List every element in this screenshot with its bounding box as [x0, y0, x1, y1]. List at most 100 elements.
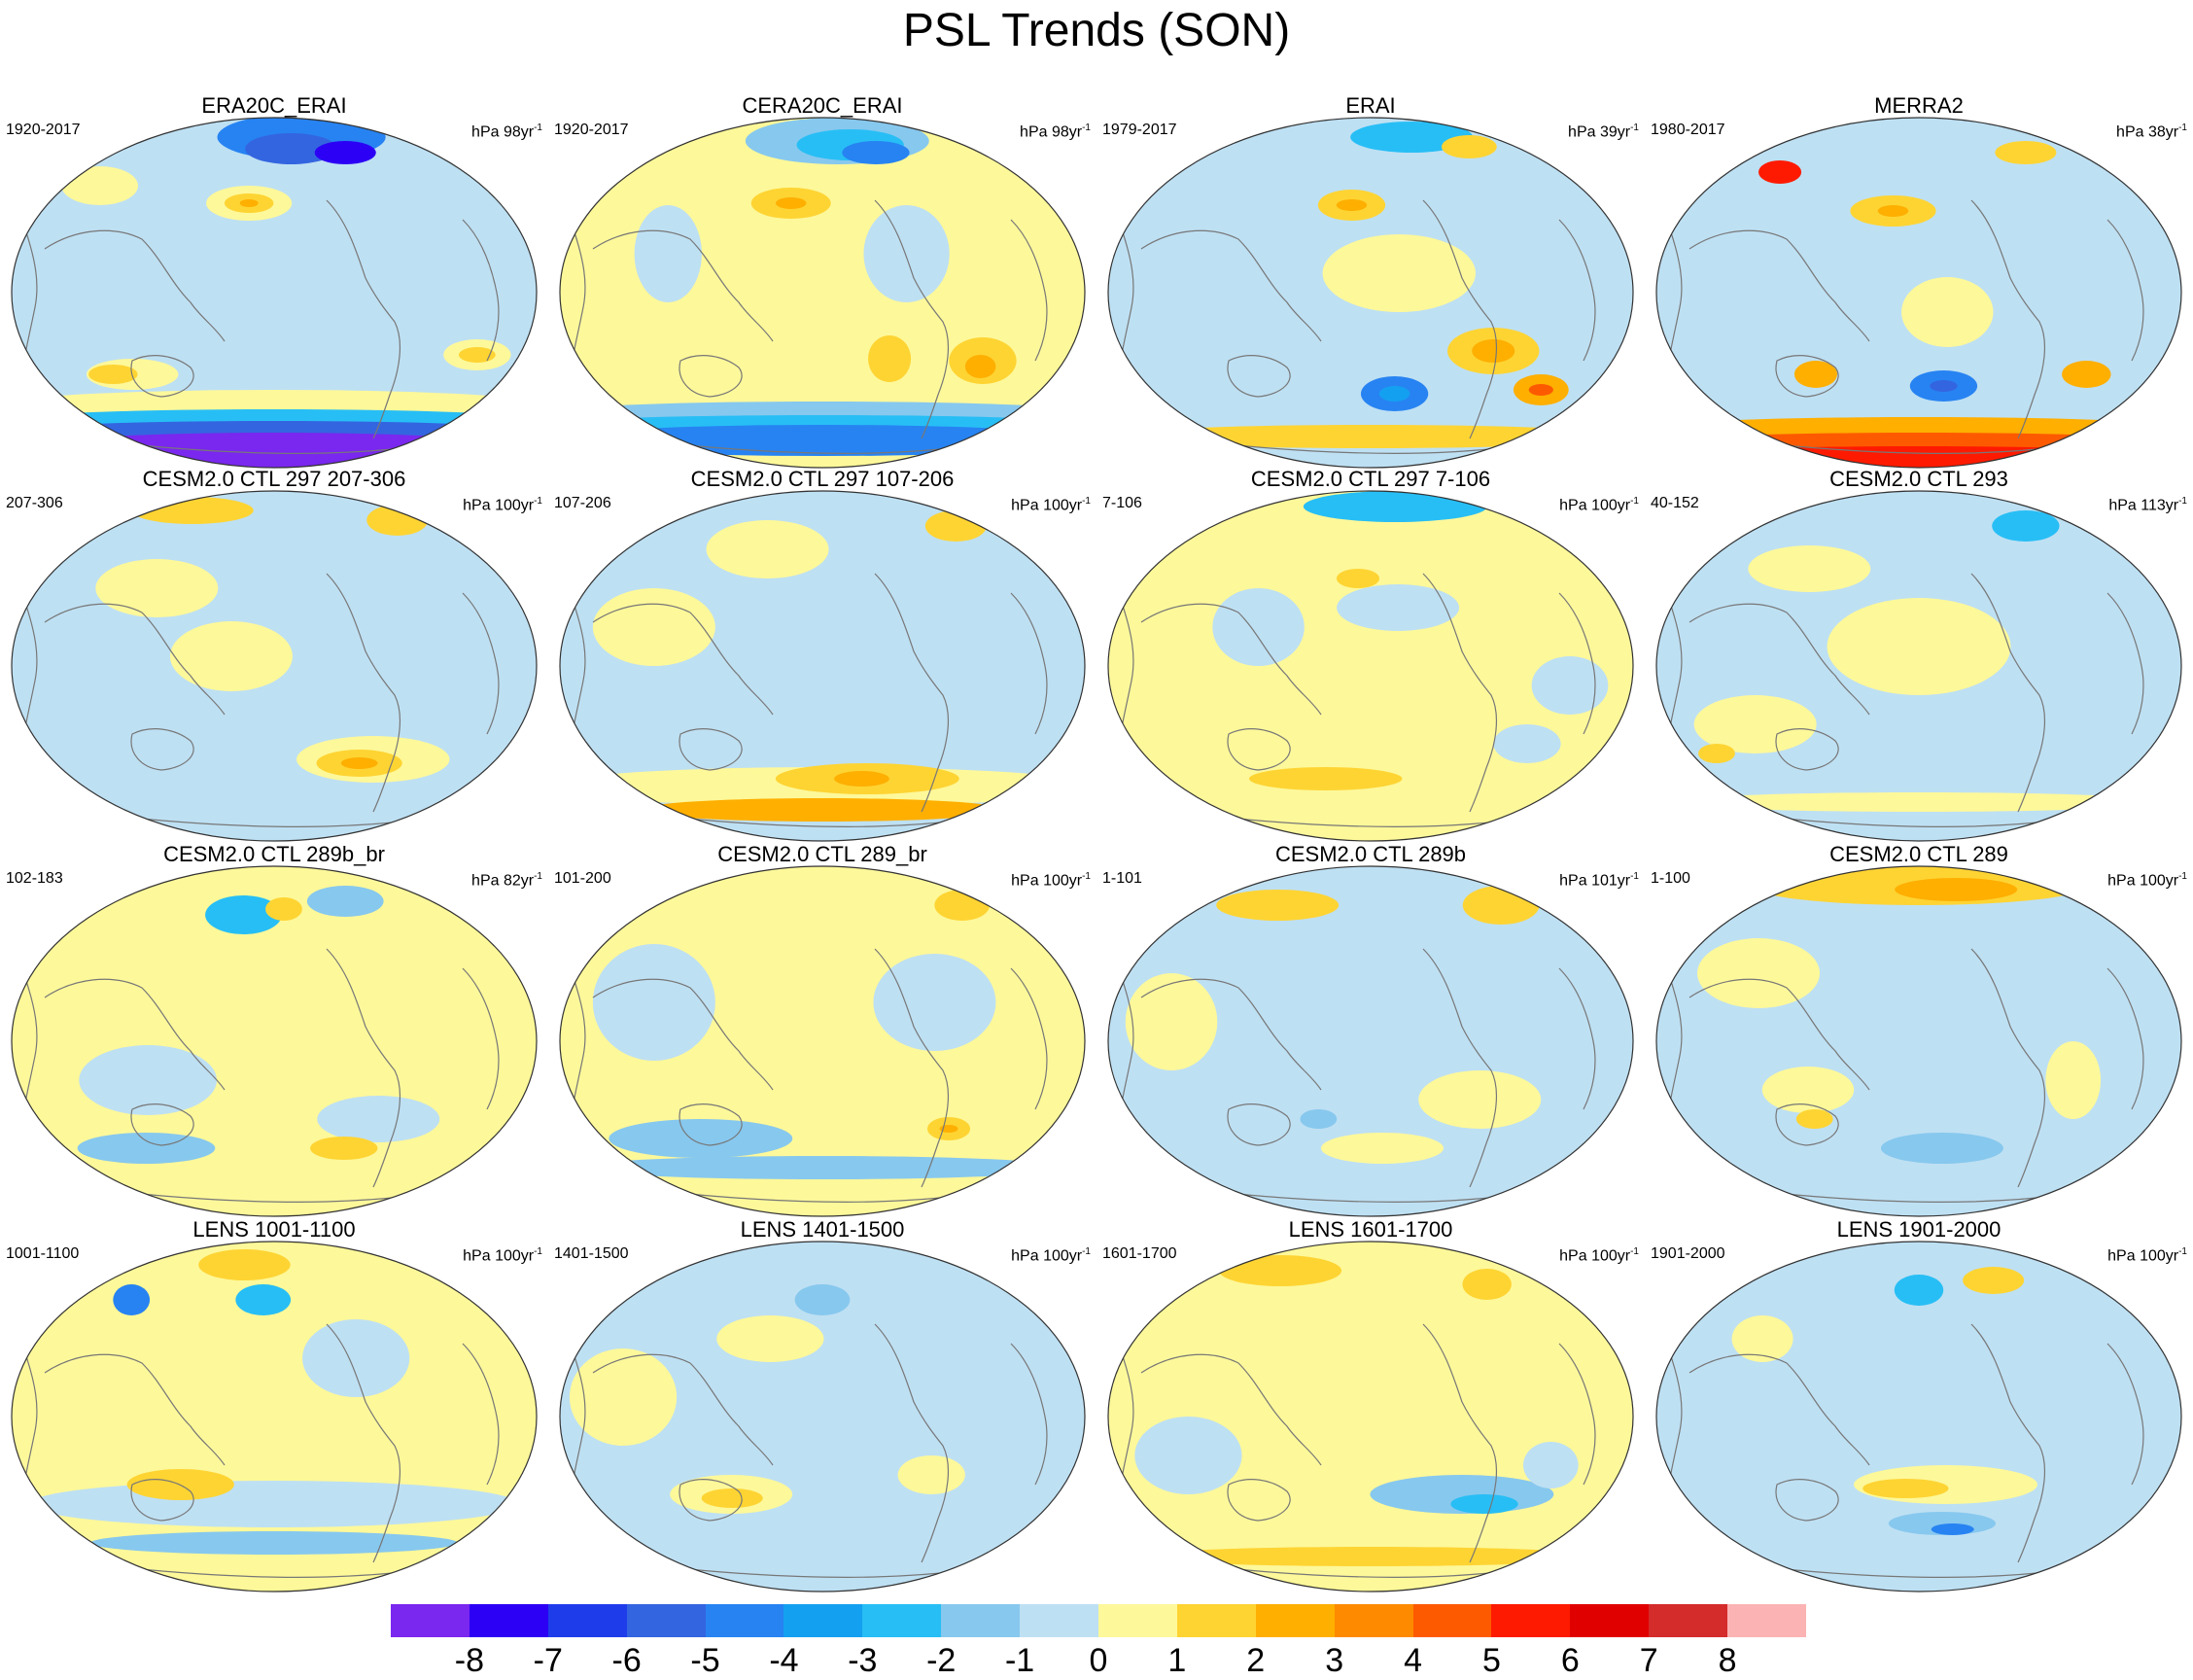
coastline: [462, 592, 500, 735]
panel-title: MERRA2: [1874, 93, 1964, 118]
panel-units-text: hPa 113yr: [2108, 497, 2179, 514]
colorbar-tick-label: -7: [533, 1642, 563, 1679]
panel-units-text: hPa 100yr: [1011, 1247, 1083, 1265]
coastline: [130, 1103, 194, 1146]
panel-units-exponent: -1: [1082, 871, 1091, 882]
trend-contour-region: [1748, 545, 1871, 592]
map-svg: [1655, 117, 2182, 469]
map-panel: CESM2.0 CTL 289b_br 102-183 hPa 82yr-1: [6, 842, 542, 1221]
trend-contour-region: [302, 1319, 410, 1397]
colorbar-tick-label: 0: [1089, 1642, 1108, 1679]
panel-units-exponent: -1: [534, 122, 542, 133]
coastline: [130, 728, 194, 771]
coastline: [1970, 1323, 2045, 1563]
map-svg: [559, 1241, 1086, 1592]
panel-units-exponent: -1: [1630, 496, 1639, 507]
coastline: [679, 728, 743, 771]
trend-contour-region: [12, 433, 537, 468]
map-panel: ERA20C_ERAI 1920-2017 hPa 98yr-1: [6, 93, 542, 472]
trend-contour-region: [88, 365, 138, 384]
trend-contour-region: [609, 1119, 793, 1158]
coastline: [1010, 1343, 1048, 1486]
trend-contour-region: [1528, 384, 1553, 396]
colorbar-tick-label: -6: [611, 1642, 642, 1679]
panel-units-exponent: -1: [2178, 122, 2187, 133]
trend-contour-region: [1336, 199, 1368, 211]
trend-contour-region: [934, 890, 991, 921]
coastline: [326, 948, 400, 1188]
trend-contour-region: [306, 886, 384, 917]
map-panel: LENS 1001-1100 1001-1100 hPa 100yr-1: [6, 1217, 542, 1596]
colorbar-bin: [1334, 1604, 1413, 1637]
panel-title: CESM2.0 CTL 289b_br: [163, 842, 385, 866]
map-svg: [559, 490, 1086, 842]
panel-title: CESM2.0 CTL 289_br: [717, 842, 927, 866]
map-outline: [1107, 490, 1634, 842]
map-outline: [559, 117, 1086, 469]
coastline: [1775, 1103, 1839, 1146]
panel-period: 1901-2000: [1651, 1245, 1725, 1262]
trend-contour-region: [310, 1137, 378, 1160]
coastline: [1688, 229, 1870, 342]
trend-contour-region: [863, 205, 950, 302]
panel-units-exponent: -1: [2178, 496, 2187, 507]
panel-units-text: hPa 100yr: [463, 497, 535, 514]
panel-period: 1979-2017: [1102, 122, 1177, 138]
coastline: [1010, 592, 1048, 735]
trend-contour-region: [964, 355, 996, 378]
trend-contour-region: [842, 141, 910, 164]
colorbar-bin: [1412, 1604, 1492, 1637]
colorbar-bin: [547, 1604, 627, 1637]
map-panel: CERA20C_ERAI 1920-2017 hPa 98yr-1: [554, 93, 1091, 472]
panel-period: 101-200: [554, 870, 611, 887]
coastline: [679, 1479, 743, 1522]
panel-units-text: hPa 82yr: [471, 872, 535, 890]
map-svg: [1655, 1241, 2182, 1592]
map-panel: ERAI 1979-2017 hPa 39yr-1: [1102, 93, 1639, 472]
coastline: [462, 1343, 500, 1486]
trend-contour-region: [314, 141, 376, 164]
panel-units-text: hPa 100yr: [1011, 497, 1083, 514]
colorbar-bin: [1649, 1604, 1728, 1637]
trend-contour-region: [873, 954, 996, 1051]
map-panel: CESM2.0 CTL 297 207-306 207-306 hPa 100yr-…: [6, 467, 542, 846]
trend-contour-region: [1337, 584, 1460, 631]
map-panel: LENS 1901-2000 1901-2000 hPa 100yr-1: [1651, 1217, 2187, 1596]
panel-units-text: hPa 100yr: [1011, 872, 1083, 890]
panel-units: hPa 100yr-1: [463, 1242, 542, 1266]
trend-contour-region: [775, 197, 807, 209]
coastline: [1688, 603, 1870, 716]
trend-contour-region: [716, 1315, 824, 1362]
panel-units: hPa 100yr-1: [463, 492, 542, 515]
trend-contour-region: [1795, 1109, 1833, 1129]
coastline: [592, 978, 774, 1091]
colorbar-tick-label: 5: [1481, 1642, 1501, 1679]
trend-contour-region: [1758, 160, 1802, 184]
trend-contour-region: [569, 1348, 678, 1446]
trend-contour-region: [1378, 386, 1410, 402]
map-panel: LENS 1401-1500 1401-1500 hPa 100yr-1: [554, 1217, 1091, 1596]
trend-contour-region: [1862, 1479, 1949, 1498]
trend-contour-region: [1462, 1269, 1512, 1300]
trend-contour-region: [1880, 1133, 2003, 1164]
trend-contour-region: [113, 1284, 151, 1315]
trend-contour-region: [1895, 878, 2018, 901]
colorbar-bin: [941, 1604, 1021, 1637]
coastline: [874, 948, 949, 1188]
coastline: [1688, 978, 1870, 1091]
trend-contour-region: [1894, 1275, 1944, 1306]
colorbar-tick-label: 1: [1167, 1642, 1187, 1679]
panel-units-text: hPa 98yr: [1020, 123, 1083, 141]
trend-contour-region: [1212, 588, 1305, 666]
trend-contour-region: [198, 1249, 291, 1280]
trend-contour-region: [90, 1531, 458, 1555]
map-svg: [11, 117, 538, 469]
trend-contour-region: [1450, 1494, 1518, 1514]
panel-units-exponent: -1: [534, 496, 542, 507]
trend-contour-region: [1110, 425, 1631, 448]
trend-contour-region: [1219, 1255, 1342, 1286]
panel-period: 1-100: [1651, 870, 1690, 887]
trend-contour-region: [834, 771, 889, 787]
coastline: [1010, 967, 1048, 1110]
panel-units: hPa 100yr-1: [1011, 867, 1091, 891]
